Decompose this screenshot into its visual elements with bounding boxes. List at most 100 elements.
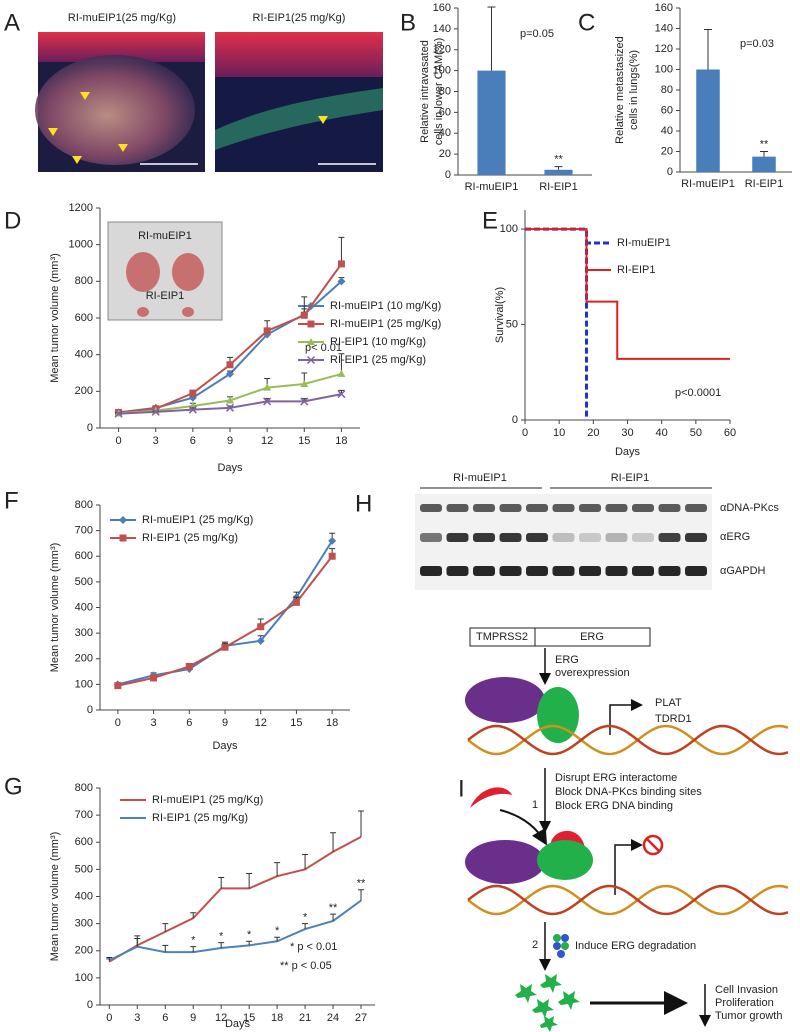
marker bbox=[337, 390, 346, 399]
x-tick-label: RI-EIP1 bbox=[539, 181, 578, 193]
error-bar bbox=[302, 853, 309, 870]
error-bar bbox=[162, 923, 169, 932]
x-tick-label: 0 bbox=[522, 427, 528, 439]
x-tick-label: 20 bbox=[587, 427, 599, 439]
y-tick-label: 100 bbox=[500, 223, 518, 235]
series-line bbox=[525, 227, 588, 420]
micrograph bbox=[35, 32, 205, 172]
y-tick-label: 800 bbox=[75, 275, 93, 287]
y-tick-label: 200 bbox=[75, 945, 93, 957]
y-axis-label: Relative metastasized bbox=[614, 36, 626, 144]
blot-band bbox=[685, 566, 707, 576]
error-bar bbox=[274, 936, 281, 942]
error-bar bbox=[218, 942, 225, 949]
x-tick-label: 9 bbox=[227, 435, 233, 447]
x-tick-label: 50 bbox=[690, 427, 702, 439]
x-tick-label: 12 bbox=[255, 717, 267, 729]
y-tick-label: 600 bbox=[75, 312, 93, 324]
tumor bbox=[182, 307, 194, 317]
significance: ** bbox=[329, 902, 338, 914]
bar bbox=[752, 156, 776, 172]
y-axis-label: Mean tumor volume (mm³) bbox=[49, 832, 61, 962]
blot-band bbox=[420, 533, 442, 542]
x-axis-label: Days bbox=[225, 1018, 251, 1030]
blot-label: αERG bbox=[720, 531, 750, 543]
error-bar bbox=[338, 236, 345, 264]
annotation: p=0.03 bbox=[740, 38, 774, 50]
panel-label: H bbox=[355, 490, 372, 517]
legend-label: RI-EIP1 bbox=[617, 264, 656, 276]
marker bbox=[292, 598, 300, 606]
annotation: ** p < 0.05 bbox=[280, 960, 332, 972]
legend-label: RI-EIP1 (25 mg/Kg) bbox=[330, 354, 426, 366]
marker bbox=[307, 338, 315, 345]
legend-label: RI-EIP1 (25 mg/Kg) bbox=[152, 812, 248, 824]
blot-band bbox=[632, 504, 654, 512]
dna-strand bbox=[467, 724, 789, 756]
panel-label: B bbox=[400, 9, 416, 36]
marker bbox=[300, 397, 309, 406]
inset-label: RI-EIP1 bbox=[146, 290, 185, 302]
error-bar bbox=[330, 913, 337, 921]
error-bar bbox=[246, 940, 253, 946]
blot-band bbox=[473, 566, 495, 576]
legend-label: RI-muEIP1 bbox=[617, 237, 671, 249]
y-tick-label: 140 bbox=[433, 23, 451, 35]
x-tick-label: 15 bbox=[243, 1012, 255, 1024]
marker bbox=[337, 260, 345, 268]
y-axis-label: cells in lower CAM(%) bbox=[433, 38, 445, 146]
y-tick-label: 50 bbox=[506, 318, 518, 330]
step-text: Block ERG DNA binding bbox=[555, 800, 673, 812]
blot-band bbox=[446, 504, 469, 512]
y-axis-label: Relative intravasated bbox=[419, 40, 431, 143]
annotation: p<0.0001 bbox=[675, 387, 721, 399]
significance: ** bbox=[357, 878, 366, 890]
blot-band bbox=[499, 504, 522, 512]
x-tick-label: 0 bbox=[115, 717, 121, 729]
x-tick-label: 15 bbox=[298, 435, 310, 447]
legend-label: RI-muEIP1 (25 mg/Kg) bbox=[330, 318, 441, 330]
y-tick-label: 0 bbox=[87, 999, 93, 1011]
error-bar bbox=[487, 6, 496, 71]
outcome: Proliferation bbox=[715, 997, 774, 1009]
y-tick-label: 140 bbox=[655, 22, 673, 34]
y-tick-label: 100 bbox=[75, 678, 93, 690]
tumor bbox=[172, 253, 204, 291]
panel-label: C bbox=[578, 9, 595, 36]
x-tick-label: 6 bbox=[190, 435, 196, 447]
x-axis-label: Days bbox=[615, 446, 641, 458]
error-bar bbox=[330, 832, 337, 852]
marker bbox=[263, 397, 272, 406]
x-tick-label: 3 bbox=[134, 1012, 140, 1024]
blot-band bbox=[605, 533, 628, 542]
bar bbox=[696, 69, 720, 172]
y-axis-label: Survival(%) bbox=[494, 287, 506, 343]
y-tick-label: 700 bbox=[75, 809, 93, 821]
marker bbox=[114, 409, 123, 418]
blot-band bbox=[446, 533, 469, 542]
outcome: Tumor growth bbox=[715, 1010, 782, 1022]
blot-band bbox=[526, 533, 548, 542]
error-bar bbox=[134, 938, 141, 947]
marker bbox=[221, 643, 229, 651]
inset-label: RI-muEIP1 bbox=[138, 230, 192, 242]
y-tick-label: 400 bbox=[75, 890, 93, 902]
panel-label: D bbox=[4, 207, 21, 234]
marker bbox=[150, 674, 158, 682]
marker bbox=[114, 682, 122, 690]
blot-band bbox=[499, 566, 522, 576]
y-tick-label: 100 bbox=[75, 972, 93, 984]
gene-label: TMPRSS2 bbox=[476, 631, 528, 643]
group-label: RI-muEIP1 bbox=[453, 472, 507, 484]
error-bar bbox=[274, 862, 281, 877]
step-text: overexpression bbox=[555, 667, 630, 679]
y-tick-label: 0 bbox=[445, 169, 451, 181]
significance: * bbox=[219, 931, 224, 943]
y-tick-label: 20 bbox=[661, 145, 673, 157]
marker bbox=[328, 536, 337, 545]
series-line bbox=[108, 835, 362, 963]
y-tick-label: 100 bbox=[433, 65, 451, 77]
y-axis-label: Mean tumor volume (mm³) bbox=[49, 543, 61, 673]
significance: ** bbox=[554, 154, 563, 166]
x-tick-label: RI-EIP1 bbox=[745, 178, 784, 190]
